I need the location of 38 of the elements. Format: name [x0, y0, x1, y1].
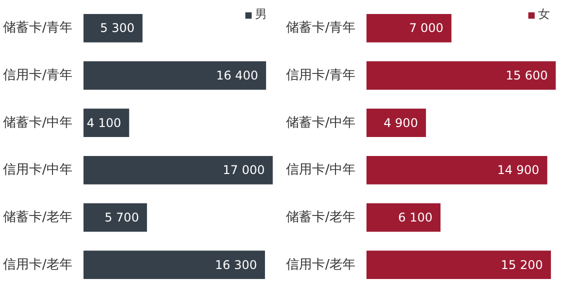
bar [84, 14, 143, 42]
data-label: 15 200 [500, 258, 543, 272]
bar [84, 108, 130, 138]
legend-label: 男 [255, 6, 268, 23]
bar [84, 156, 273, 184]
bar [84, 250, 265, 280]
data-label: 6 100 [398, 210, 433, 224]
y-tick-label: 储蓄卡/青年 [3, 20, 73, 36]
data-label: 4 100 [86, 116, 122, 130]
y-tick-label: 信用卡/青年 [3, 68, 73, 83]
data-label: 5 300 [100, 21, 135, 36]
bar [84, 203, 147, 232]
data-label: 16 300 [214, 258, 257, 272]
data-label: 7 000 [409, 21, 444, 36]
bar [366, 61, 556, 90]
y-tick-label: 信用卡/老年 [3, 257, 73, 272]
y-tick-label: 储蓄卡/中年 [3, 115, 73, 130]
data-label: 4 900 [384, 116, 418, 130]
data-label: 5 700 [104, 210, 139, 224]
bar [366, 203, 441, 232]
bar [366, 14, 452, 42]
y-tick-label: 储蓄卡/老年 [3, 210, 73, 225]
bar [366, 250, 551, 280]
y-tick-label: 信用卡/老年 [286, 257, 356, 272]
bar [84, 61, 266, 90]
y-tick-label: 信用卡/青年 [286, 68, 356, 83]
y-tick-label: 储蓄卡/青年 [286, 20, 356, 36]
y-tick-label: 储蓄卡/老年 [286, 210, 356, 225]
y-tick-label: 信用卡/中年 [286, 162, 356, 178]
data-label: 17 000 [222, 163, 265, 178]
data-label: 15 600 [506, 68, 548, 82]
data-label: 14 900 [497, 163, 540, 178]
y-tick-label: 信用卡/中年 [3, 162, 73, 178]
bar [366, 156, 548, 184]
legend-label: 女 [538, 6, 551, 23]
data-label: 16 400 [216, 68, 258, 82]
y-tick-label: 储蓄卡/中年 [286, 115, 356, 130]
bar [366, 108, 426, 138]
